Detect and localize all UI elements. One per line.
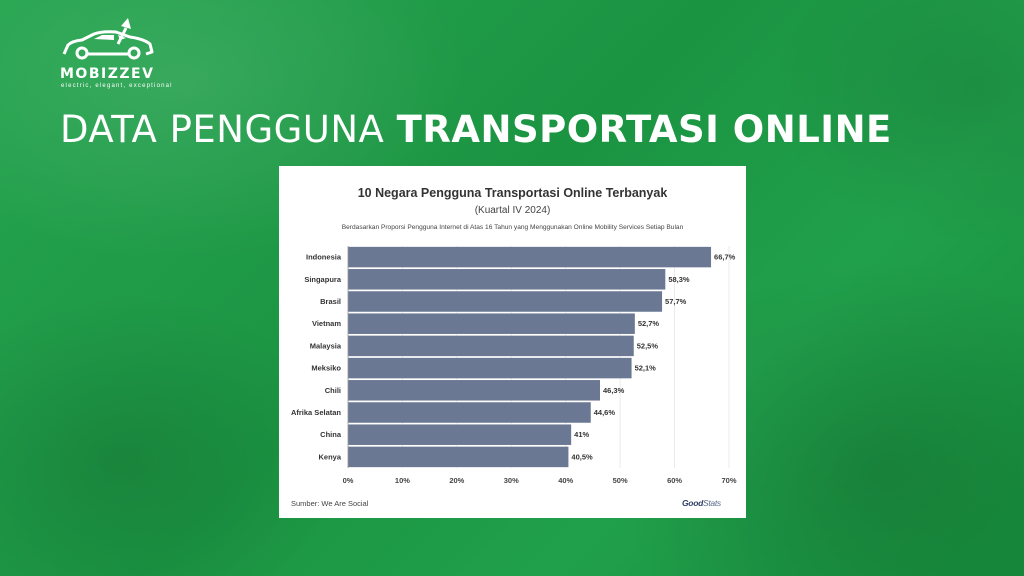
- category-label: Vietnam: [312, 319, 341, 328]
- data-label: 44,6%: [594, 408, 616, 417]
- chart-title: 10 Negara Pengguna Transportasi Online T…: [357, 186, 668, 200]
- chart-card: 10 Negara Pengguna Transportasi Online T…: [279, 166, 746, 518]
- bar: [348, 313, 635, 334]
- category-label: Meksiko: [311, 364, 341, 373]
- chart-subtitle: (Kuartal IV 2024): [474, 205, 551, 216]
- x-tick-label: 40%: [558, 476, 573, 485]
- category-label: Indonesia: [306, 253, 342, 262]
- data-label: 52,7%: [638, 319, 660, 328]
- bar: [348, 269, 666, 290]
- category-label: Kenya: [318, 452, 341, 461]
- bar: [348, 246, 712, 268]
- goodstats-logo: GoodStats: [682, 498, 721, 508]
- title-light: DATA PENGGUNA: [60, 108, 397, 151]
- brand-tagline: electric, elegant, exceptional: [61, 83, 173, 89]
- car-logo-icon: [62, 18, 154, 60]
- x-tick-label: 50%: [613, 476, 628, 485]
- x-tick-label: 0%: [343, 476, 354, 485]
- data-label: 41%: [574, 430, 589, 439]
- data-label: 66,7%: [714, 253, 736, 262]
- brand-name: MOBIZZEV: [60, 66, 155, 82]
- data-label: 58,3%: [668, 275, 690, 284]
- category-label: Afrika Selatan: [291, 408, 341, 417]
- x-tick-label: 70%: [721, 476, 736, 485]
- category-label: Chili: [325, 386, 341, 395]
- bar: [348, 357, 632, 379]
- x-tick-label: 30%: [504, 476, 519, 485]
- bar: [348, 291, 663, 312]
- category-label: Brasil: [320, 297, 341, 306]
- goodstats-logo-good: Good: [682, 498, 703, 508]
- bar: [348, 380, 601, 401]
- page-title: DATA PENGGUNA TRANSPORTASI ONLINE: [60, 108, 892, 151]
- data-label: 46,3%: [603, 386, 625, 395]
- data-label: 52,1%: [635, 364, 657, 373]
- chart-source: Sumber: We Are Social: [291, 499, 369, 508]
- chart-note: Berdasarkan Proporsi Pengguna Internet d…: [341, 224, 684, 231]
- data-label: 57,7%: [665, 297, 687, 306]
- category-label: Malaysia: [310, 341, 342, 350]
- bar: [348, 446, 569, 468]
- category-label: China: [320, 430, 342, 439]
- bar: [348, 424, 572, 445]
- bar: [348, 335, 634, 357]
- x-tick-label: 60%: [667, 476, 682, 485]
- x-tick-label: 20%: [449, 476, 464, 485]
- x-tick-label: 10%: [395, 476, 410, 485]
- mobizzev-logo: MOBIZZEV electric, elegant, exceptional: [58, 16, 172, 90]
- data-label: 40,5%: [571, 452, 593, 461]
- bar: [348, 402, 591, 423]
- data-label: 52,5%: [637, 341, 659, 350]
- title-bold: TRANSPORTASI ONLINE: [396, 108, 892, 151]
- category-label: Singapura: [304, 275, 342, 284]
- bar-chart: 0% 10% 20% 30% 40% 50% 60% 70% Indonesia 66,7% Sin…: [291, 246, 737, 485]
- goodstats-logo-stats: Stats: [703, 498, 721, 508]
